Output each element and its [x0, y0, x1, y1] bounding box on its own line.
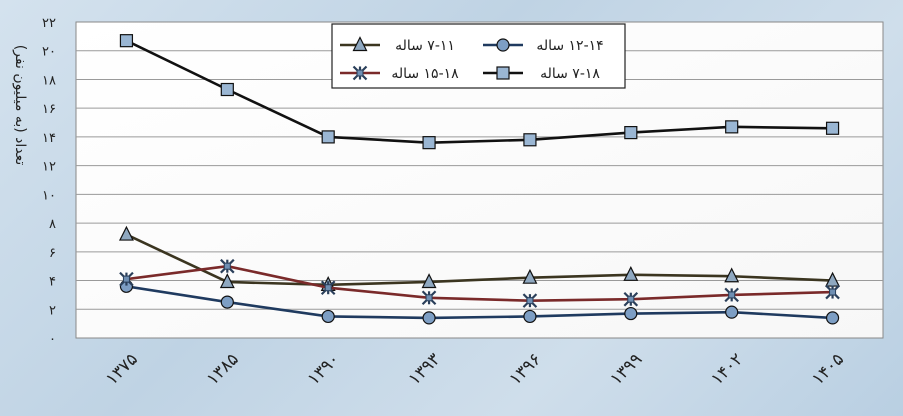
- x-tick-label: ۱۳۹۹: [606, 349, 646, 389]
- data-point: [825, 311, 840, 325]
- series-line: [126, 264, 833, 302]
- y-tick-label: ۱۶: [42, 102, 56, 117]
- data-point: [220, 82, 234, 97]
- data-point: [321, 130, 335, 144]
- y-tick-label: ۸: [49, 217, 56, 232]
- y-tick-label: ۰: [49, 332, 56, 347]
- legend-entry: ۱۵-۱۸ ساله: [340, 65, 459, 82]
- x-tick-label: ۱۴۰۵: [808, 349, 848, 389]
- x-tick-label: ۱۳۹۶: [505, 349, 545, 389]
- x-tick-label: ۱۳۹۳: [405, 349, 445, 389]
- legend-marker: [352, 65, 368, 81]
- data-point: [523, 133, 537, 147]
- data-point: [825, 284, 840, 300]
- y-tick-label: ۲۰: [42, 45, 56, 60]
- legend-label: ۱۲-۱۴ ساله: [536, 38, 603, 54]
- legend-marker: [352, 36, 368, 52]
- y-tick-label: ۱۲: [42, 160, 56, 175]
- y-tick-label: ۱۸: [42, 73, 56, 88]
- data-point: [119, 34, 134, 48]
- data-point: [724, 287, 739, 303]
- data-point: [220, 258, 235, 274]
- data-point: [320, 280, 336, 296]
- legend-marker: [496, 66, 510, 80]
- data-point: [624, 125, 638, 140]
- series-line: [125, 39, 833, 144]
- legend-marker: [496, 38, 510, 52]
- y-tick-label: ۲: [49, 303, 56, 318]
- legend-label: ۱۵-۱۸ ساله: [391, 66, 459, 82]
- legend-entry: ۷-۱۱ ساله: [340, 36, 455, 54]
- y-tick-label: ۴: [49, 275, 56, 290]
- legend: ۷-۱۱ ساله ۱۲-۱۴ ساله ۱۵-۱۸ ساله ۷-۱۸ ساله: [331, 23, 626, 89]
- x-tick-label: ۱۳۸۵: [203, 349, 243, 389]
- legend-entry: ۱۲-۱۴ ساله: [483, 38, 604, 54]
- data-point: [522, 268, 538, 284]
- x-tick-label: ۱۴۰۲: [707, 349, 747, 389]
- data-point: [624, 306, 638, 321]
- data-point: [422, 311, 436, 325]
- y-axis-ticks: ۰ ۲ ۴ ۶ ۸ ۱۰ ۱۲ ۱۴ ۱۶ ۱۸ ۲۰ ۲۲: [42, 16, 56, 347]
- series-line: [126, 285, 833, 320]
- data-point: [421, 290, 437, 306]
- data-point: [219, 273, 235, 289]
- series-star: [119, 258, 840, 308]
- series-line: [125, 233, 833, 287]
- data-point: [220, 295, 234, 309]
- y-tick-label: ۱۰: [42, 188, 56, 203]
- series-square: [119, 34, 840, 150]
- data-point: [119, 271, 134, 287]
- data-point: [725, 305, 739, 319]
- data-point: [321, 309, 335, 324]
- series-group: [118, 34, 841, 325]
- x-axis-ticks: ۱۳۷۵ ۱۳۸۵ ۱۳۹۰ ۱۳۹۳ ۱۳۹۶ ۱۳۹۹ ۱۴۰۲ ۱۴۰۵: [102, 349, 848, 389]
- data-point: [421, 273, 437, 289]
- data-point: [522, 293, 538, 308]
- data-point: [825, 121, 840, 135]
- data-point: [422, 136, 436, 150]
- x-tick-label: ۱۳۷۵: [102, 349, 142, 389]
- legend-label: ۷-۱۱ ساله: [395, 38, 455, 54]
- y-axis-label: تعداد (به میلیون نفر): [12, 45, 28, 166]
- data-point: [623, 265, 639, 281]
- x-tick-label: ۱۳۹۰: [304, 349, 344, 389]
- legend-entry: ۷-۱۸ ساله: [483, 66, 600, 82]
- data-point: [118, 225, 134, 241]
- series-triangle: [118, 225, 841, 291]
- data-point: [724, 267, 740, 283]
- data-point: [523, 309, 537, 324]
- data-point: [623, 291, 639, 307]
- data-point: [725, 120, 739, 134]
- y-tick-label: ۶: [49, 246, 56, 261]
- y-tick-label: ۱۴: [42, 131, 56, 146]
- legend-box: [331, 23, 626, 89]
- y-tick-label: ۲۲: [42, 16, 56, 31]
- legend-label: ۷-۱۸ ساله: [540, 66, 600, 82]
- series-circle: [119, 279, 840, 325]
